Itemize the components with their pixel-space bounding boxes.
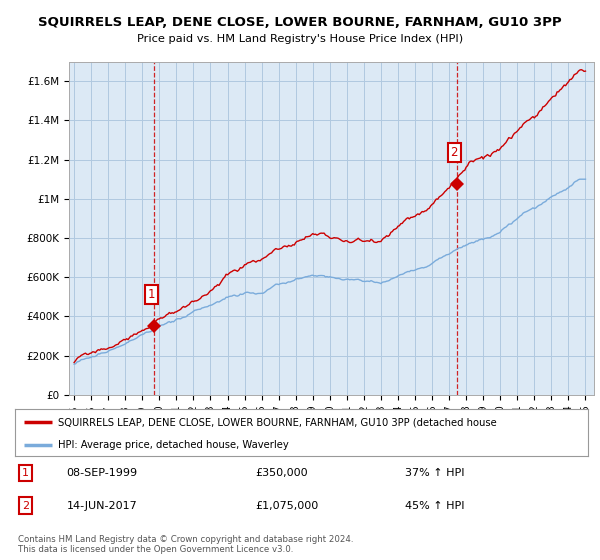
Text: Price paid vs. HM Land Registry's House Price Index (HPI): Price paid vs. HM Land Registry's House … xyxy=(137,34,463,44)
Text: Contains HM Land Registry data © Crown copyright and database right 2024.
This d: Contains HM Land Registry data © Crown c… xyxy=(18,535,353,554)
Text: 37% ↑ HPI: 37% ↑ HPI xyxy=(404,468,464,478)
Text: 1: 1 xyxy=(22,468,29,478)
Text: 08-SEP-1999: 08-SEP-1999 xyxy=(67,468,137,478)
Text: 1: 1 xyxy=(148,288,155,301)
Text: HPI: Average price, detached house, Waverley: HPI: Average price, detached house, Wave… xyxy=(58,440,289,450)
Text: £350,000: £350,000 xyxy=(256,468,308,478)
Text: SQUIRRELS LEAP, DENE CLOSE, LOWER BOURNE, FARNHAM, GU10 3PP (detached house: SQUIRRELS LEAP, DENE CLOSE, LOWER BOURNE… xyxy=(58,417,497,427)
Text: 45% ↑ HPI: 45% ↑ HPI xyxy=(404,501,464,511)
Text: 14-JUN-2017: 14-JUN-2017 xyxy=(67,501,137,511)
Text: 2: 2 xyxy=(451,146,458,158)
Text: SQUIRRELS LEAP, DENE CLOSE, LOWER BOURNE, FARNHAM, GU10 3PP: SQUIRRELS LEAP, DENE CLOSE, LOWER BOURNE… xyxy=(38,16,562,29)
Text: £1,075,000: £1,075,000 xyxy=(256,501,319,511)
Text: 2: 2 xyxy=(22,501,29,511)
